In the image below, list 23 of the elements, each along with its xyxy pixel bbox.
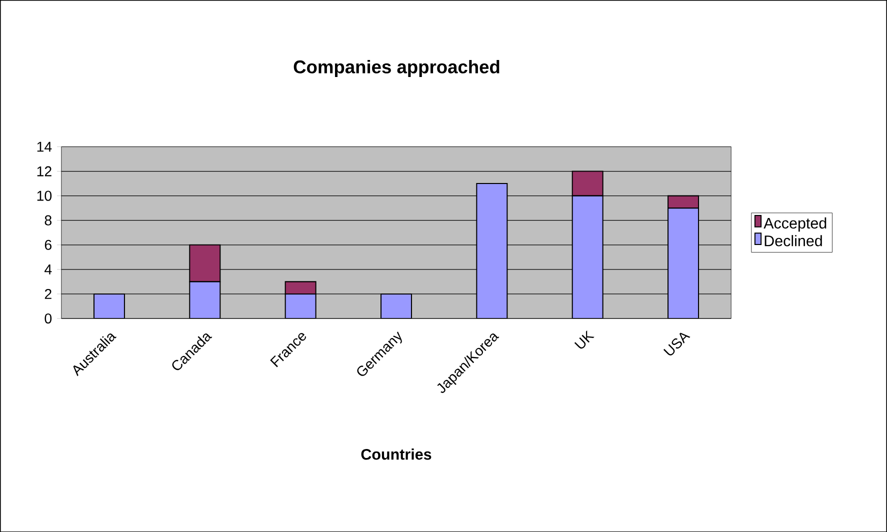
y-tick-label: 14: [37, 142, 52, 152]
y-tick-label: 2: [44, 288, 52, 299]
y-tick-label: 0: [44, 313, 52, 324]
y-tick-label: 8: [44, 215, 52, 226]
bar: [93, 293, 125, 318]
bar: [476, 182, 508, 318]
y-tick-label: 12: [37, 166, 52, 176]
bar: [189, 281, 221, 318]
legend-label: Declined: [764, 234, 822, 246]
bar: [284, 293, 316, 318]
chart-title: Companies approached: [294, 60, 500, 77]
bar: [572, 195, 604, 318]
x-axis-title: Countries: [361, 448, 432, 460]
y-tick-label: 6: [44, 240, 52, 250]
legend-label: Accepted: [764, 217, 826, 232]
y-tick-label: 10: [37, 190, 52, 201]
x-tick-label: UK: [574, 330, 594, 348]
bar: [668, 207, 700, 318]
bar: [380, 293, 412, 318]
bar: [189, 244, 221, 282]
bar: [284, 281, 316, 294]
x-tick-label: USA: [663, 332, 690, 356]
y-tick-label: 4: [44, 264, 52, 274]
